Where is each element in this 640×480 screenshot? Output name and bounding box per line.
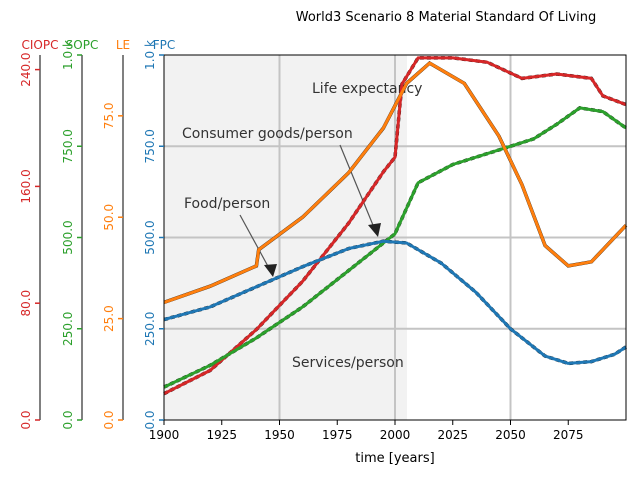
y-axis-fpc: FPC 0.0 250.0 500.0 750.0 1.0 k (143, 38, 175, 430)
x-tick-label: 2050 (495, 428, 526, 442)
y-tick-label: 50.0 (102, 204, 116, 231)
annotation-food: Food/person (184, 196, 270, 212)
series-line-le (163, 61, 628, 304)
chart-title: World3 Scenario 8 Material Standard Of L… (296, 10, 597, 25)
y-axis-title: SOPC (66, 38, 99, 52)
annotation-arrowhead-food (264, 264, 277, 277)
annotation-life-expectancy: Life expectancy (312, 81, 422, 97)
x-tick-label: 2025 (437, 428, 468, 442)
x-axis: 1900 1925 1950 1975 2000 2025 2050 2075 (149, 420, 584, 442)
series-layer (163, 54, 628, 421)
series-line-fpc (163, 239, 627, 365)
y-tick-label: 1.0 k (61, 40, 75, 70)
annotation-arrow-consumer-goods (339, 144, 376, 231)
y-tick-label: 0.0 (102, 410, 116, 429)
plot-area: Life expectancy Consumer goods/person Fo… (163, 54, 628, 421)
x-tick-label: 1925 (206, 428, 237, 442)
x-axis-label: time [years] (355, 451, 434, 466)
annotation-consumer-goods: Consumer goods/person (182, 126, 353, 142)
y-axis-title: LE (116, 38, 130, 52)
y-tick-label: 500.0 (143, 220, 157, 254)
y-tick-label: 25.0 (102, 305, 116, 332)
y-tick-label: 250.0 (143, 312, 157, 346)
series-line-ciopc (163, 56, 627, 396)
y-tick-label: 240.0 (19, 52, 33, 86)
y-axis-title: FPC (153, 38, 176, 52)
y-tick-label: 0.0 (19, 410, 33, 429)
y-tick-label: 750.0 (143, 129, 157, 163)
y-tick-label: 0.0 (143, 410, 157, 429)
y-tick-label: 500.0 (61, 220, 75, 254)
y-axis-title: CIOPC (22, 38, 59, 52)
y-axis-ciopc: CIOPC 0.0 80.0 160.0 240.0 (19, 38, 58, 430)
y-tick-label: 750.0 (61, 129, 75, 163)
image-annotations: Life expectancy Consumer goods/person Fo… (182, 81, 422, 371)
series-line-sopc (163, 106, 627, 389)
annotation-services: Services/person (292, 355, 404, 371)
y-tick-label: 0.0 (61, 410, 75, 429)
x-tick-label: 1975 (322, 428, 353, 442)
y-tick-label: 160.0 (19, 169, 33, 203)
x-tick-label: 1950 (264, 428, 295, 442)
y-tick-label: 75.0 (102, 102, 116, 129)
y-axis-sopc: SOPC 0.0 250.0 500.0 750.0 1.0 k (61, 38, 98, 430)
y-tick-label: 80.0 (19, 290, 33, 317)
annotation-arrowhead-consumer-goods (368, 223, 381, 237)
x-tick-label: 2075 (553, 428, 584, 442)
y-tick-label: 250.0 (61, 312, 75, 346)
annotation-arrow-food (239, 214, 271, 271)
y-tick-label: 1.0 k (143, 40, 157, 70)
y-axes: CIOPC 0.0 80.0 160.0 240.0 SOPC 0.0 250.0 500.0 7… (19, 38, 175, 430)
x-tick-label: 1900 (149, 428, 180, 442)
x-tick-label: 2000 (380, 428, 411, 442)
y-axis-le: LE 0.0 25.0 50.0 75.0 (102, 38, 130, 430)
